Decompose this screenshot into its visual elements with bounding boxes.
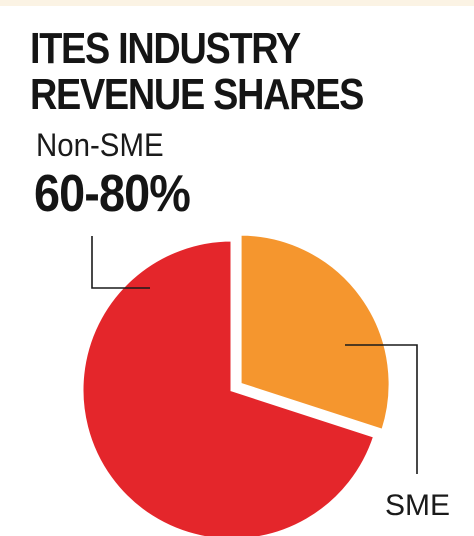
chart-title-line-2: REVENUE SHARES — [30, 70, 364, 119]
sme-label: SME — [385, 489, 451, 522]
pie-slice-non-sme — [80, 238, 377, 536]
non-sme-leader-line — [91, 236, 150, 289]
pie-slices — [80, 232, 392, 536]
non-sme-label: Non-SME — [36, 127, 164, 163]
pie-slice-sme — [238, 232, 392, 433]
non-sme-value: 60-80% — [34, 165, 191, 223]
chart-title-line-1: ITES INDUSTRY — [30, 24, 301, 73]
sme-leader-line — [345, 344, 418, 474]
top-border-band — [0, 0, 474, 6]
